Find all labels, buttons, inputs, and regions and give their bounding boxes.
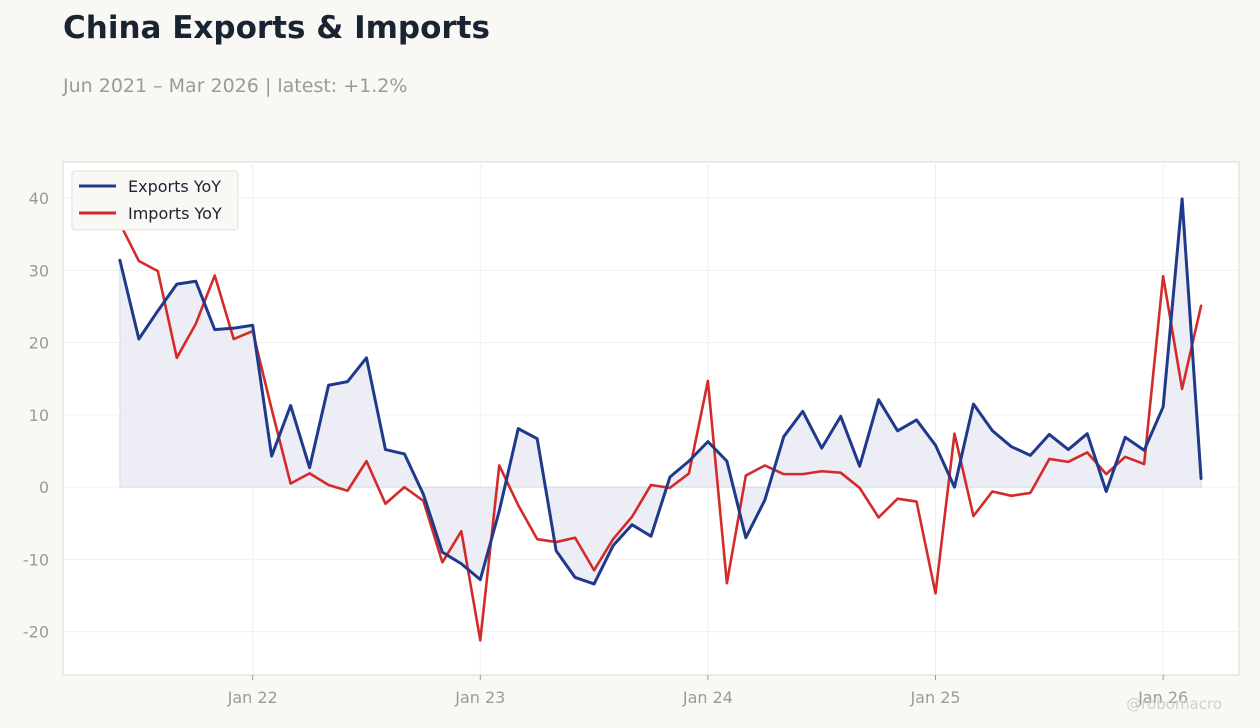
legend-label-imports: Imports YoY (128, 204, 222, 223)
y-tick-label: 10 (29, 406, 49, 425)
y-tick-label: 40 (29, 189, 49, 208)
y-tick-label: -20 (23, 623, 49, 642)
y-tick-label: 30 (29, 261, 49, 280)
x-tick-label: Jan 23 (454, 688, 505, 707)
y-tick-label: 0 (39, 478, 49, 497)
x-tick-label: Jan 26 (1137, 688, 1188, 707)
x-tick-label: Jan 22 (227, 688, 278, 707)
x-tick-label: Jan 24 (682, 688, 733, 707)
exports-series-line (118, 197, 1203, 586)
legend: Exports YoY Imports YoY (71, 170, 239, 231)
watermark: @robomacro (1126, 695, 1222, 713)
chart-subtitle: Jun 2021 – Mar 2026 | latest: +1.2% (63, 75, 408, 97)
y-axis-ticks: -20 -10 0 10 20 30 40 (23, 189, 49, 642)
chart-title: China Exports & Imports (63, 10, 490, 46)
imports-series-line (118, 222, 1203, 642)
legend-label-exports: Exports YoY (128, 177, 221, 196)
x-tick-label: Jan 25 (909, 688, 960, 707)
y-tick-label: -10 (23, 550, 49, 569)
x-axis-ticks: Jan 22 Jan 23 Jan 24 Jan 25 Jan 26 (227, 675, 1188, 707)
y-tick-label: 20 (29, 334, 49, 353)
series-lines (118, 197, 1203, 642)
